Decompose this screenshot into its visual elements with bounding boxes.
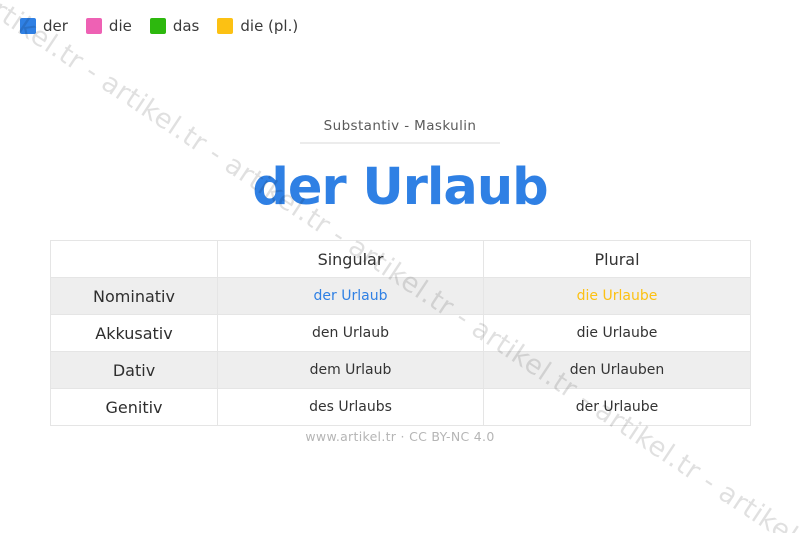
case-label: Nominativ: [50, 277, 218, 315]
table-row-nominativ: Nominativ der Urlaub die Urlaube: [50, 277, 751, 315]
akkusativ-plural-cell: die Urlaube: [483, 314, 751, 352]
legend-item-der: der: [20, 17, 68, 35]
declension-table: Singular Plural Nominativ der Urlaub die…: [50, 240, 751, 426]
legend-label-der: der: [43, 17, 68, 35]
legend-label-die-plural: die (pl.): [240, 17, 299, 35]
akkusativ-singular-cell: den Urlaub: [217, 314, 484, 352]
page-title: der Urlaub: [252, 158, 548, 217]
der-color-swatch: [20, 18, 36, 34]
plural-column-header: Plural: [483, 240, 751, 278]
table-row-dativ: Dativ dem Urlaub den Urlauben: [50, 351, 751, 389]
genitiv-singular-cell: des Urlaubs: [217, 388, 484, 426]
case-label: Genitiv: [50, 388, 218, 426]
case-label: Akkusativ: [50, 314, 218, 352]
legend-label-die: die: [108, 17, 132, 35]
legend-item-die: die: [85, 17, 132, 35]
dativ-plural-cell: den Urlauben: [483, 351, 751, 389]
genitiv-plural-cell: der Urlaube: [483, 388, 751, 426]
legend-item-das: das: [149, 17, 200, 35]
nominativ-plural-cell: die Urlaube: [483, 277, 751, 315]
footer-credit: www.artikel.tr · CC BY-NC 4.0: [305, 429, 495, 444]
subtitle-divider: [300, 142, 500, 144]
legend-item-die-plural: die (pl.): [217, 17, 298, 35]
word-type-subtitle: Substantiv - Maskulin: [323, 118, 477, 134]
table-row-genitiv: Genitiv des Urlaubs der Urlaube: [50, 388, 751, 426]
table-header-row: Singular Plural: [50, 240, 751, 278]
nominativ-singular-cell: der Urlaub: [217, 277, 484, 315]
legend-label-das: das: [172, 17, 200, 35]
das-color-swatch: [149, 18, 166, 34]
case-label: Dativ: [50, 351, 218, 389]
die-plural-color-swatch: [217, 18, 234, 34]
die-color-swatch: [85, 18, 102, 34]
singular-column-header: Singular: [217, 240, 484, 278]
article-color-legend: der die das die (pl.): [20, 17, 298, 35]
dativ-singular-cell: dem Urlaub: [217, 351, 484, 389]
table-row-akkusativ: Akkusativ den Urlaub die Urlaube: [50, 314, 751, 352]
corner-header-cell: [50, 240, 218, 278]
